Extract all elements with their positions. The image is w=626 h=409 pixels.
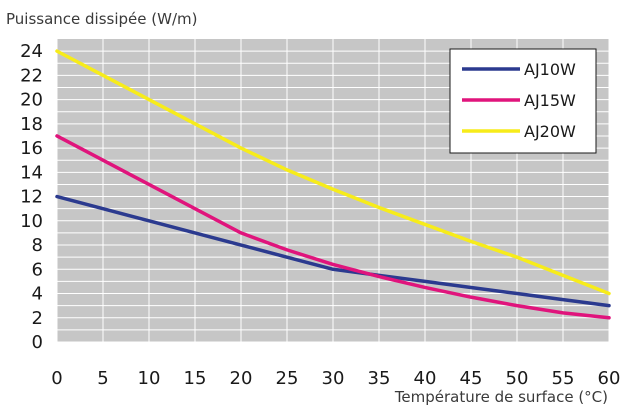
x-tick-label: 0 — [51, 368, 62, 389]
x-tick-label: 5 — [97, 368, 108, 389]
y-tick-label: 18 — [20, 114, 43, 135]
y-tick-label: 10 — [20, 211, 43, 232]
y-tick-label: 24 — [20, 41, 43, 62]
x-tick-label: 60 — [598, 368, 621, 389]
x-tick-label: 40 — [414, 368, 437, 389]
legend-label-aj10w: AJ10W — [524, 60, 576, 79]
legend-label-aj20w: AJ20W — [524, 122, 576, 141]
x-tick-label: 15 — [184, 368, 207, 389]
x-axis-ticks: 0 5 10 15 20 25 30 35 40 45 50 55 60 — [51, 368, 620, 389]
series-line-aj15w — [55, 134, 611, 320]
x-tick-label: 30 — [322, 368, 345, 389]
y-tick-label: 4 — [32, 284, 43, 305]
x-tick-label: 10 — [138, 368, 161, 389]
y-tick-label: 14 — [20, 162, 43, 183]
x-tick-label: 45 — [460, 368, 483, 389]
x-tick-label: 25 — [276, 368, 299, 389]
series-line-aj20w — [55, 49, 611, 296]
y-tick-label: 22 — [20, 65, 43, 86]
legend: AJ10W AJ15W AJ20W — [449, 48, 597, 154]
x-tick-label: 50 — [506, 368, 529, 389]
legend-label-aj15w: AJ15W — [524, 91, 576, 110]
x-tick-label: 35 — [368, 368, 391, 389]
y-tick-label: 6 — [32, 259, 43, 280]
data-series — [55, 49, 611, 320]
y-tick-label: 0 — [32, 332, 43, 353]
y-tick-label: 12 — [20, 187, 43, 208]
x-tick-label: 55 — [552, 368, 575, 389]
series-line-aj10w — [55, 194, 611, 308]
x-tick-label: 20 — [230, 368, 253, 389]
x-axis-label: Température de surface (°C) — [394, 388, 608, 406]
y-tick-label: 16 — [20, 138, 43, 159]
y-tick-label: 8 — [32, 235, 43, 256]
y-axis-label: Puissance dissipée (W/m) — [6, 10, 197, 28]
y-tick-label: 2 — [32, 308, 43, 329]
y-tick-label: 20 — [20, 90, 43, 111]
